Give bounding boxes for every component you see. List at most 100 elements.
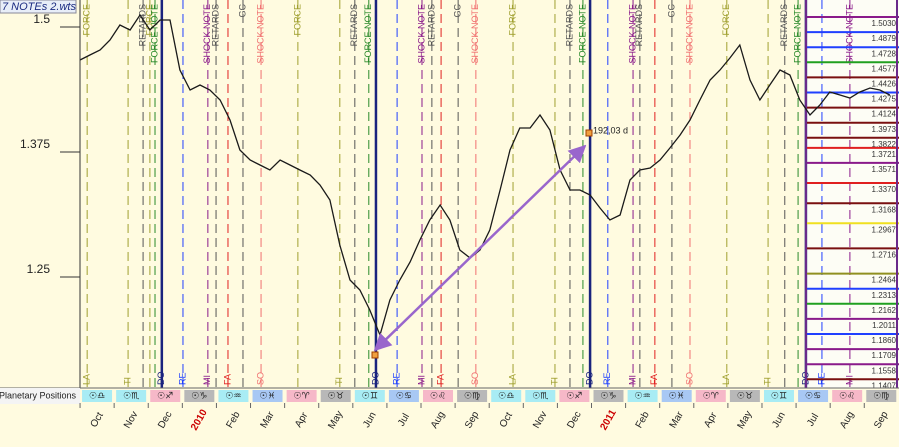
level-label: 1.3168 xyxy=(872,205,897,214)
level-label: 1.5030 xyxy=(872,19,897,28)
note-label: SO xyxy=(470,372,480,385)
planet-cell xyxy=(116,390,147,402)
note-label: DO xyxy=(370,372,380,386)
planet-cell xyxy=(559,390,590,402)
event-label: SHOCK NOTE xyxy=(416,4,426,64)
level-label: 1.4124 xyxy=(872,110,897,119)
level-label: 1.2716 xyxy=(872,251,897,260)
planet-cell xyxy=(695,390,726,402)
event-label: SHOCK NOTE xyxy=(255,4,265,64)
event-label: RETARDS xyxy=(210,4,220,46)
row-label: Planetary Positions xyxy=(0,390,76,400)
note-label: RE xyxy=(602,372,612,385)
event-label: RETARDS xyxy=(779,4,789,46)
planet-cell xyxy=(82,390,113,402)
planet-glyph: ☉♈ xyxy=(294,392,311,402)
y-tick-label: 1.375 xyxy=(20,137,50,151)
event-label: FORCE xyxy=(721,4,731,36)
note-label: FA xyxy=(649,374,659,385)
anchor-point xyxy=(371,351,379,359)
event-label: FORCE xyxy=(82,4,92,36)
event-label: FORCE xyxy=(144,4,154,36)
level-label: 1.2313 xyxy=(872,291,897,300)
planet-glyph: ☉♋ xyxy=(805,392,821,402)
planet-glyph: ☉♎ xyxy=(498,392,514,402)
note-label: MI xyxy=(202,375,212,385)
level-label: 1.3822 xyxy=(872,140,897,149)
levels: 1.54831.53321.50301.48791.47281.45771.44… xyxy=(805,0,899,390)
event-lines: FORCE LA TI RETARDS FORCE FORCE NOTE DO RE SHOCK… xyxy=(82,0,854,388)
event-label: GC xyxy=(453,3,463,17)
note-label: MI xyxy=(416,375,426,385)
planet-glyph: ☉♐ xyxy=(157,392,173,402)
level-label: 1.1558 xyxy=(872,366,897,375)
level-label: 1.3571 xyxy=(872,165,897,174)
planet-glyph: ☉♈ xyxy=(703,392,720,402)
planet-glyph: ☉♋ xyxy=(396,392,412,402)
planet-cell xyxy=(286,390,317,402)
planet-glyph: ☉♐ xyxy=(566,392,582,402)
event-label: GC xyxy=(666,3,676,17)
planet-cell xyxy=(457,390,488,402)
planet-glyph: ☉♌ xyxy=(839,392,855,402)
row-label-bg xyxy=(0,388,80,404)
planet-cell xyxy=(832,390,863,402)
planet-glyph: ☉♒ xyxy=(225,392,241,402)
level-label: 1.4426 xyxy=(872,80,897,89)
event-label: FORCE NOTE xyxy=(363,4,373,63)
event-label: RETARDS xyxy=(426,4,436,46)
planet-cell xyxy=(525,390,556,402)
level-label: 1.2464 xyxy=(872,276,897,285)
note-label: DO xyxy=(156,372,166,386)
planet-glyph: ☉♑ xyxy=(191,392,207,402)
anchor-point xyxy=(585,129,593,137)
event-label: FORCE xyxy=(292,4,302,36)
level-label: 1.4577 xyxy=(872,64,897,73)
annotation: 192,03 d xyxy=(593,125,628,135)
planet-glyph: ☉♑ xyxy=(600,392,616,402)
planet-cell xyxy=(798,390,829,402)
event-label: FORCE NOTE xyxy=(577,4,587,63)
level-label: 1.1860 xyxy=(872,336,897,345)
event-label: SHOCK NOTE xyxy=(684,4,694,64)
planet-cell xyxy=(218,390,249,402)
level-label: 1.3973 xyxy=(872,125,897,134)
note-label: FA xyxy=(435,374,445,385)
event-label: SHOCK NOTE xyxy=(844,4,854,64)
planet-cell xyxy=(866,390,897,402)
planet-cell xyxy=(763,390,794,402)
note-label: RE xyxy=(177,372,187,385)
note-label: TI xyxy=(762,377,772,385)
planet-cell xyxy=(661,390,692,402)
level-label: 1.1407 xyxy=(872,381,897,390)
planet-glyph: ☉♓ xyxy=(669,392,685,402)
note-label: LA xyxy=(721,374,731,385)
planet-glyph: ☉♌ xyxy=(430,392,446,402)
note-label: MI xyxy=(627,375,637,385)
event-label: SHOCK NOTE xyxy=(627,4,637,64)
note-label: LA xyxy=(507,374,517,385)
planet-cell xyxy=(354,390,385,402)
planet-cell xyxy=(388,390,419,402)
title-box xyxy=(0,0,77,14)
note-label: SO xyxy=(684,372,694,385)
event-label: RETARDS xyxy=(634,4,644,46)
planet-cell xyxy=(491,390,522,402)
note-label: FA xyxy=(222,374,232,385)
event-label: FORCE xyxy=(507,4,517,36)
planet-glyph: ☉♉ xyxy=(328,392,344,402)
event-label: FORCE NOTE xyxy=(792,4,802,63)
event-label: GC xyxy=(237,3,247,17)
note-label: TI xyxy=(549,377,559,385)
planet-glyph: ☉♊ xyxy=(771,392,787,402)
planet-glyph: ☉♎ xyxy=(89,392,105,402)
note-label: LA xyxy=(82,374,92,385)
chart-title: 7 NOTEs 2.wts xyxy=(2,1,76,13)
planet-cell xyxy=(150,390,181,402)
y-tick-label: 1.5 xyxy=(33,12,50,26)
level-label: 1.4275 xyxy=(872,95,897,104)
level-label: 1.3370 xyxy=(872,185,897,194)
level-label: 1.2011 xyxy=(872,321,896,330)
